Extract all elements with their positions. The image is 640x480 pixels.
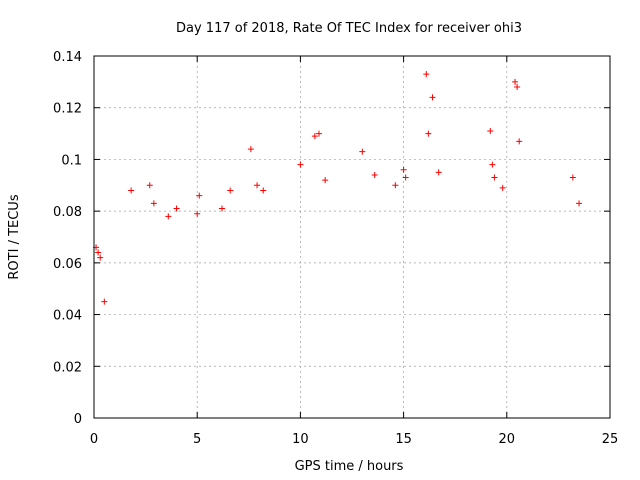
x-tick-label: 15 — [395, 432, 412, 447]
data-point — [487, 127, 494, 134]
data-point — [297, 161, 304, 168]
data-point — [514, 84, 521, 91]
data-point — [400, 166, 407, 173]
data-point — [315, 130, 322, 137]
y-tick-label: 0.1 — [61, 153, 82, 168]
data-point — [218, 205, 225, 212]
data-point — [423, 71, 430, 78]
data-point — [435, 169, 442, 176]
data-point — [429, 94, 436, 101]
plot-frame — [93, 55, 611, 419]
data-point — [392, 182, 399, 189]
data-point — [194, 210, 201, 217]
data-point — [491, 174, 498, 181]
data-point — [95, 249, 102, 256]
x-tick-label: 10 — [292, 432, 309, 447]
data-point — [425, 130, 432, 137]
y-axis-label: ROTI / TECUs — [7, 194, 22, 279]
data-point — [150, 200, 157, 207]
y-tick-label: 0.04 — [53, 309, 82, 324]
data-point — [97, 254, 104, 261]
x-tick-label: 25 — [602, 432, 619, 447]
data-point — [489, 161, 496, 168]
y-tick-label: 0.06 — [53, 257, 82, 272]
x-tick-labels: 0 5 10 15 20 25 — [90, 432, 618, 447]
data-point — [499, 184, 506, 191]
data-points — [93, 71, 583, 305]
x-tick-label: 5 — [193, 432, 201, 447]
data-point — [260, 187, 267, 194]
data-point — [173, 205, 180, 212]
data-point — [512, 78, 519, 85]
data-point — [247, 146, 254, 153]
y-tick-labels: 0 0.02 0.04 0.06 0.08 0.1 0.12 0.14 — [53, 50, 82, 427]
data-point — [128, 187, 135, 194]
y-tick-label: 0.02 — [53, 360, 82, 375]
data-point — [402, 174, 409, 181]
data-point — [146, 182, 153, 189]
y-tick-label: 0.14 — [53, 50, 82, 65]
y-tick-label: 0.08 — [53, 205, 82, 220]
axis-ticks — [93, 55, 611, 419]
x-tick-label: 20 — [499, 432, 516, 447]
x-axis-label: GPS time / hours — [295, 459, 404, 474]
data-point — [254, 182, 261, 189]
data-point — [516, 138, 523, 145]
data-point — [101, 298, 108, 305]
data-point — [322, 177, 329, 184]
data-point — [371, 171, 378, 178]
data-point — [311, 133, 318, 140]
data-point — [165, 213, 172, 220]
gridlines — [94, 56, 610, 418]
data-point — [359, 148, 366, 155]
data-point — [196, 192, 203, 199]
y-tick-label: 0.12 — [53, 102, 82, 117]
chart-title: Day 117 of 2018, Rate Of TEC Index for r… — [176, 21, 522, 36]
data-point — [227, 187, 234, 194]
x-tick-label: 0 — [90, 432, 98, 447]
y-tick-label: 0 — [74, 412, 82, 427]
data-point — [576, 200, 583, 207]
data-point — [569, 174, 576, 181]
